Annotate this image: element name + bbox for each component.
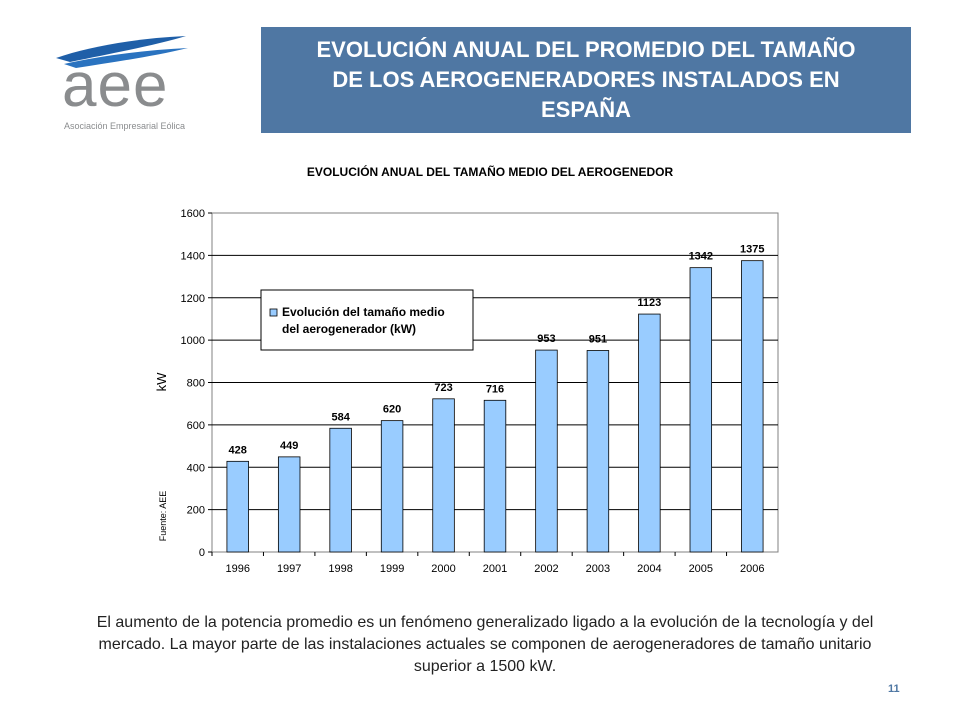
x-tick-label-1998: 1998 <box>328 563 352 575</box>
y-axis-label: kW <box>154 372 169 392</box>
data-label-2005: 1342 <box>689 251 713 263</box>
aee-logo-swoosh <box>56 36 188 68</box>
y-tick-label: 1000 <box>181 335 205 347</box>
bar-2005 <box>689 267 713 553</box>
y-tick-label: 800 <box>187 378 205 390</box>
bar-2002 <box>535 349 558 553</box>
data-label-1997: 449 <box>280 440 298 452</box>
logo-subtitle: Asociación Empresarial Eólica <box>64 121 186 131</box>
logo-text: aee <box>62 51 169 120</box>
x-tick-label-2004: 2004 <box>637 563 661 575</box>
bar-1996 <box>226 460 249 553</box>
page-number: 11 <box>888 683 900 695</box>
x-tick-label-2001: 2001 <box>483 563 507 575</box>
y-tick-label: 1600 <box>181 208 205 220</box>
data-label-2006: 1375 <box>740 244 764 256</box>
x-tick-label-1996: 1996 <box>225 563 249 575</box>
bar-2006 <box>741 260 764 553</box>
chart-caption: El aumento de la potencia promedio es un… <box>96 614 874 675</box>
data-label-2003: 951 <box>589 334 607 346</box>
bar-1997 <box>277 456 301 553</box>
legend-box <box>260 289 474 351</box>
x-tick-label-2000: 2000 <box>431 563 455 575</box>
bar-1998 <box>329 427 352 553</box>
title-banner: EVOLUCIÓN ANUAL DEL PROMEDIO DEL TAMAÑO … <box>261 27 911 133</box>
y-tick-label: 1200 <box>181 293 205 305</box>
data-label-1998: 584 <box>331 411 350 423</box>
y-tick-label: 600 <box>187 420 205 432</box>
data-label-1996: 428 <box>229 444 247 456</box>
data-label-1999: 620 <box>383 404 401 416</box>
bar-1999 <box>380 420 404 553</box>
page-title: EVOLUCIÓN ANUAL DEL PROMEDIO DEL TAMAÑO … <box>316 37 856 122</box>
data-label-2004: 1123 <box>637 297 661 309</box>
y-tick-label: 200 <box>187 505 205 517</box>
bar-2003 <box>586 350 610 553</box>
legend-label-line-2: del aerogenerador (kW) <box>282 322 416 336</box>
bar-2001 <box>483 399 507 553</box>
data-label-2002: 953 <box>537 333 555 345</box>
chart-title: EVOLUCIÓN ANUAL DEL TAMAÑO MEDIO DEL AER… <box>307 164 674 179</box>
legend-swatch <box>269 308 278 317</box>
x-tick-label-2002: 2002 <box>534 563 558 575</box>
x-tick-label-2006: 2006 <box>740 563 764 575</box>
legend-label-line-1: Evolución del tamaño medio <box>282 305 445 319</box>
x-tick-label-2003: 2003 <box>586 563 610 575</box>
bar-2004 <box>638 313 661 553</box>
data-label-2000: 723 <box>434 382 452 394</box>
x-tick-label-1997: 1997 <box>277 563 301 575</box>
bar-2000 <box>432 398 455 553</box>
data-label-2001: 716 <box>486 383 504 395</box>
source-note: Fuente: AEE <box>158 491 168 542</box>
x-tick-label-2005: 2005 <box>689 563 713 575</box>
y-tick-label: 1400 <box>181 250 205 262</box>
x-tick-label-1999: 1999 <box>380 563 404 575</box>
y-tick-label: 400 <box>187 462 205 474</box>
y-tick-label: 0 <box>199 547 205 559</box>
